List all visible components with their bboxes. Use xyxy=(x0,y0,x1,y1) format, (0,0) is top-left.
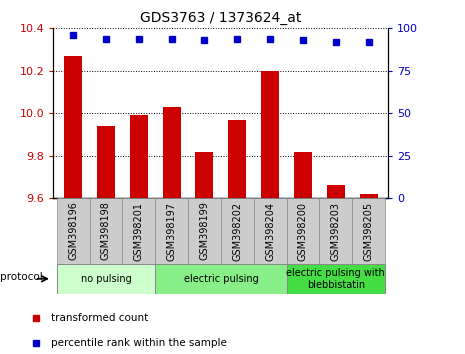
Bar xyxy=(286,264,385,294)
Bar xyxy=(57,264,155,294)
Bar xyxy=(188,198,221,264)
Text: GSM398203: GSM398203 xyxy=(331,201,341,261)
Bar xyxy=(64,56,82,198)
Bar xyxy=(97,126,115,198)
Bar xyxy=(294,152,312,198)
Bar xyxy=(163,107,181,198)
Bar xyxy=(130,115,148,198)
Bar xyxy=(195,152,213,198)
Text: electric pulsing with
blebbistatin: electric pulsing with blebbistatin xyxy=(286,268,385,290)
Text: GSM398202: GSM398202 xyxy=(232,201,242,261)
Bar xyxy=(359,194,378,198)
Text: GSM398199: GSM398199 xyxy=(199,201,209,261)
Text: GSM398197: GSM398197 xyxy=(166,201,177,261)
Bar xyxy=(122,198,155,264)
Bar xyxy=(228,120,246,198)
Text: GSM398204: GSM398204 xyxy=(265,201,275,261)
Bar xyxy=(57,198,90,264)
Text: GSM398200: GSM398200 xyxy=(298,201,308,261)
Bar xyxy=(221,198,254,264)
Bar xyxy=(261,71,279,198)
Bar xyxy=(90,198,122,264)
Bar xyxy=(155,198,188,264)
Bar xyxy=(155,264,286,294)
Bar xyxy=(286,198,319,264)
Text: protocol: protocol xyxy=(0,272,43,282)
Text: no pulsing: no pulsing xyxy=(80,274,132,284)
Title: GDS3763 / 1373624_at: GDS3763 / 1373624_at xyxy=(140,11,302,24)
Text: GSM398205: GSM398205 xyxy=(364,201,373,261)
Bar xyxy=(327,185,345,198)
Text: GSM398198: GSM398198 xyxy=(101,201,111,261)
Bar xyxy=(319,198,352,264)
Text: GSM398196: GSM398196 xyxy=(68,201,78,261)
Bar xyxy=(352,198,385,264)
Text: GSM398201: GSM398201 xyxy=(134,201,144,261)
Text: percentile rank within the sample: percentile rank within the sample xyxy=(51,338,227,348)
Text: transformed count: transformed count xyxy=(51,313,148,323)
Bar xyxy=(254,198,286,264)
Text: electric pulsing: electric pulsing xyxy=(184,274,258,284)
